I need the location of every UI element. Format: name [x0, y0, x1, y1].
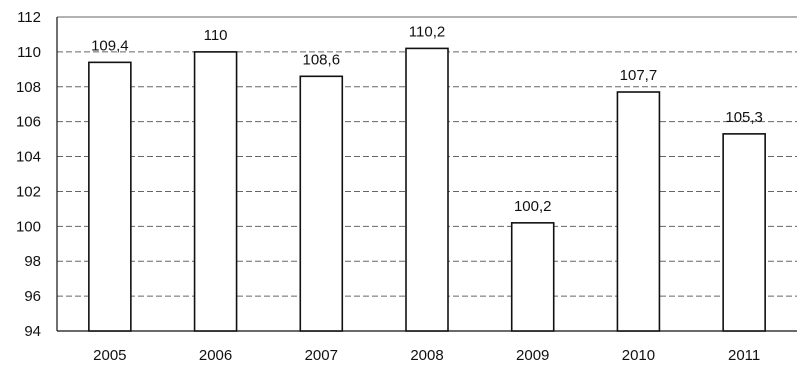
x-tick-label-2011: 2011: [728, 347, 760, 364]
bar-2007: [299, 75, 344, 332]
data-label-2011: 105,3: [725, 109, 763, 126]
bar-2008: [405, 47, 449, 332]
bars: [88, 47, 766, 332]
x-tick-label-2007: 2007: [305, 347, 338, 364]
data-label-2007: 108,6: [303, 51, 341, 68]
y-tick-label: 104: [16, 149, 41, 166]
data-label-2006: 110: [204, 27, 228, 44]
y-tick-label: 96: [24, 288, 41, 305]
data-label-2005: 109,4: [91, 37, 129, 54]
bar-2009: [510, 222, 555, 332]
x-tick-label-2005: 2005: [93, 347, 126, 364]
y-tick-label: 100: [16, 218, 41, 235]
y-tick-label: 108: [16, 79, 41, 96]
y-tick-label: 98: [24, 253, 41, 270]
bar-2010: [616, 91, 661, 332]
y-tick-label: 110: [17, 44, 41, 61]
y-tick-label: 112: [17, 9, 41, 26]
bar-2006: [193, 51, 238, 332]
y-tick-label: 106: [16, 114, 41, 131]
x-tick-label-2009: 2009: [516, 347, 549, 364]
data-label-2009: 100,2: [514, 198, 552, 215]
data-label-2008: 110,2: [409, 23, 445, 40]
x-tick-label-2010: 2010: [622, 347, 655, 364]
bar-2011: [722, 133, 766, 332]
x-tick-label-2008: 2008: [410, 347, 443, 364]
labels: 94 96 98 100 102 104 106 108 110 112 109,4 2005 110 2…: [16, 9, 763, 364]
y-tick-label: 94: [24, 323, 41, 340]
bar-2005: [88, 61, 132, 332]
x-tick-label-2006: 2006: [199, 347, 232, 364]
data-label-2010: 107,7: [620, 67, 658, 84]
y-tick-label: 102: [16, 183, 41, 200]
